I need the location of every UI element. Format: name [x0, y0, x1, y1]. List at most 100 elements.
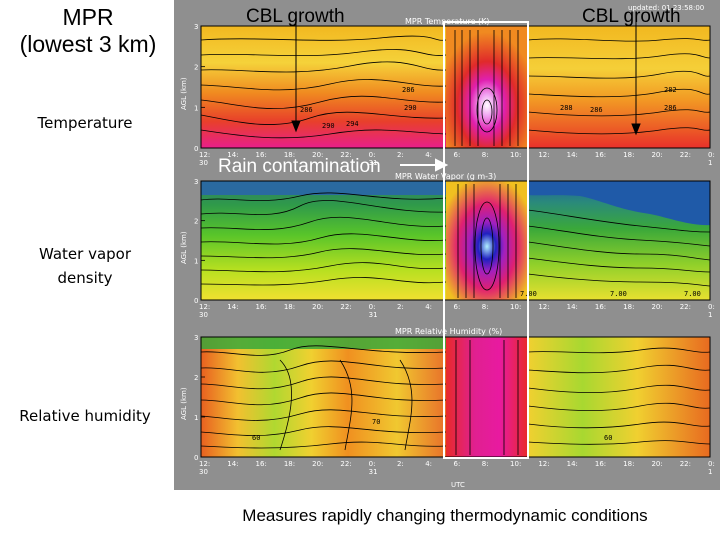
rh-contour-labels: 60 70 60 — [252, 418, 612, 442]
cbl-arrowhead-left — [291, 120, 301, 133]
cbl-arrows — [291, 22, 641, 136]
water-vapor-contours — [200, 184, 711, 298]
cbl-arrowhead-right — [631, 123, 641, 136]
water-vapor-panel: 7.00 7.00 7.00 — [200, 181, 711, 300]
x-tick-label: 20: — [312, 151, 323, 159]
rh-ylabel: AGL (km) — [180, 387, 188, 420]
x-tick-label: 22: — [680, 151, 691, 159]
x-tick-label: 10: — [510, 303, 521, 311]
x-tick-label: 16: — [256, 151, 267, 159]
temp-contour-label: 290 — [322, 122, 335, 130]
wv-ylabel: AGL (km) — [180, 231, 188, 264]
rh-contours — [200, 340, 711, 455]
x-tick-label: 10: — [510, 151, 521, 159]
x-tick-label: 8: — [482, 460, 489, 468]
y-axis-labels: AGL (km) AGL (km) AGL (km) — [180, 77, 188, 420]
x-tick-label: 20: — [651, 303, 662, 311]
y-tick-label: 3 — [194, 23, 198, 31]
temp-contour-label: 290 — [404, 104, 417, 112]
x-tick-label: 16: — [256, 303, 267, 311]
x-tick-label: 16: — [595, 151, 606, 159]
y-tick-label: 3 — [194, 178, 198, 186]
y-tick-label: 2 — [194, 218, 198, 226]
wv-field-rain — [446, 181, 528, 300]
wv-dry-top-left — [201, 181, 446, 195]
x-tick-label: 6: — [454, 303, 461, 311]
x-tick-label: 20: — [312, 303, 323, 311]
x-tick-label: 18: — [623, 151, 634, 159]
temp-contour-label: 282 — [664, 86, 677, 94]
x-tick-label: 14: — [567, 460, 578, 468]
temp-contour-label: 294 — [346, 120, 359, 128]
row-label-water-vapor-2: density — [57, 269, 113, 287]
x-tick-label: 18: — [284, 460, 295, 468]
x-tick-label: 12: — [538, 303, 549, 311]
day-label: 1 — [708, 311, 712, 319]
x-tick-label: 8: — [482, 151, 489, 159]
wv-contour-label: 7.00 — [610, 290, 627, 298]
x-tick-label: 18: — [623, 303, 634, 311]
day-label: 30 — [199, 159, 208, 167]
cbl-growth-left-label: CBL growth — [246, 6, 345, 27]
y-tick-label: 0 — [194, 297, 198, 305]
x-tick-label: 22: — [340, 460, 351, 468]
temperature-field-right — [528, 26, 710, 148]
rh-field-left — [201, 337, 446, 457]
temp-contour-label: 286 — [664, 104, 677, 112]
y-tick-label: 1 — [194, 414, 198, 422]
rh-panel: 60 70 60 — [200, 337, 711, 457]
x-tick-label: 22: — [340, 303, 351, 311]
x-tick-label: 4: — [425, 151, 432, 159]
x-tick-label: 0: — [369, 151, 376, 159]
temperature-contours — [200, 30, 711, 146]
rh-green-top-left — [201, 337, 446, 349]
x-tick-label: 2: — [397, 303, 404, 311]
day-label: 30 — [199, 468, 208, 476]
temperature-contour-labels: 286 290 294 286 290 288 286 282 286 — [300, 86, 677, 130]
y-tick-label: 3 — [194, 334, 198, 342]
x-tick-label: 22: — [340, 151, 351, 159]
x-tick-label: 0: — [708, 460, 715, 468]
temp-contour-label: 286 — [402, 86, 415, 94]
temp-contour-label: 286 — [590, 106, 603, 114]
rh-contour-label: 60 — [604, 434, 612, 442]
y-tick-label: 0 — [194, 145, 198, 153]
wv-chart-title: MPR Water Vapor (g m-3) — [395, 172, 496, 181]
row-label-water-vapor-1: Water vapor — [38, 245, 132, 263]
x-tick-label: 12: — [538, 151, 549, 159]
x-tick-label: 16: — [595, 460, 606, 468]
mpr-title: MPR (lowest 3 km) — [8, 4, 168, 58]
rh-contour-label: 70 — [372, 418, 380, 426]
x-axis-label: UTC — [451, 481, 465, 489]
x-tick-label: 0: — [708, 151, 715, 159]
x-tick-label: 12: — [538, 460, 549, 468]
day-label: 1 — [708, 159, 712, 167]
x-tick-label: 10: — [510, 460, 521, 468]
x-tick-label: 2: — [397, 460, 404, 468]
y-tick-label: 2 — [194, 374, 198, 382]
row-label-relative-humidity: Relative humidity — [19, 407, 151, 425]
x-tick-label: 20: — [651, 460, 662, 468]
x-tick-label: 14: — [227, 460, 238, 468]
x-tick-label: 22: — [680, 460, 691, 468]
temp-contour-label: 286 — [300, 106, 313, 114]
day-label: 31 — [369, 311, 378, 319]
wv-dry-region-right — [528, 181, 710, 226]
rh-contour-label: 60 — [252, 434, 260, 442]
x-tick-label: 14: — [227, 303, 238, 311]
rain-highlight-box — [443, 21, 529, 459]
rain-arrow — [400, 158, 449, 172]
x-tick-label: 14: — [567, 151, 578, 159]
y-tick-label: 1 — [194, 104, 198, 112]
mpr-title-line2: (lowest 3 km) — [19, 31, 157, 57]
day-label: 31 — [369, 468, 378, 476]
day-label: 31 — [369, 159, 378, 167]
x-tick-label: 20: — [312, 460, 323, 468]
wv-contour-label: 7.00 — [684, 290, 701, 298]
temperature-field-left — [201, 26, 446, 148]
x-tick-label: 20: — [651, 151, 662, 159]
x-tick-label: 14: — [227, 151, 238, 159]
x-tick-label: 0: — [369, 460, 376, 468]
x-tick-label: 22: — [680, 303, 691, 311]
